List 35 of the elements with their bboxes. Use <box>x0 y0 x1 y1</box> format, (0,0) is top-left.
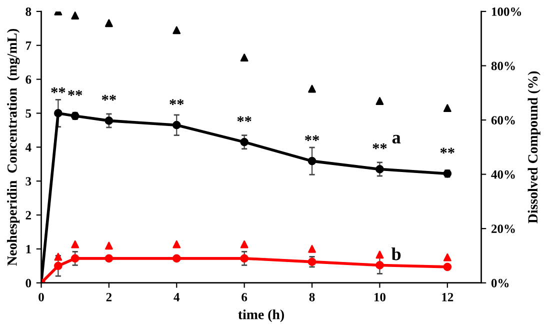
y-tick-label: 6 <box>26 75 32 84</box>
x-axis-title: time (h) <box>238 309 284 322</box>
x-tick-label: 0 <box>38 292 44 302</box>
annotation: ** <box>170 99 184 106</box>
y-tick-label: 2 <box>26 211 31 220</box>
annotation: ** <box>102 94 116 101</box>
y2-tick-label: 100% <box>492 7 522 16</box>
y-tick-label: 7 <box>26 42 32 50</box>
x-tick-label: 2 <box>106 292 112 302</box>
y-tick-label: 1 <box>26 245 31 254</box>
x-tick-label: 10 <box>374 292 386 302</box>
annotation: ** <box>372 143 387 150</box>
x-tick-label: 4 <box>174 293 180 302</box>
y-tick-label: 8 <box>26 7 32 16</box>
annotation: ** <box>440 148 454 154</box>
y2-tick-label: 0% <box>491 278 509 288</box>
y2-axis-title: Dissolved Compound (%) <box>528 71 540 224</box>
annotation: b <box>392 248 401 260</box>
y-tick-label: 0 <box>26 278 32 288</box>
annotation: ** <box>51 87 66 94</box>
y-tick-label: 3 <box>26 177 32 186</box>
y2-tick-label: 40% <box>491 170 515 179</box>
y2-tick-label: 20% <box>492 224 515 234</box>
y2-tick-label: 60% <box>491 116 515 125</box>
annotation: a <box>392 134 401 144</box>
x-tick-label: 12 <box>442 292 454 302</box>
y2-tick-label: 80% <box>491 62 515 70</box>
y-tick-label: 5 <box>26 109 32 118</box>
annotation: ** <box>68 90 82 96</box>
y-tick-label: 4 <box>25 143 32 152</box>
x-tick-label: 8 <box>309 292 315 302</box>
x-tick-label: 6 <box>242 292 248 302</box>
y-axis-title: Neohesperidin Concentration (mg/mL) <box>7 28 20 266</box>
annotation: ** <box>305 135 320 141</box>
annotation: ** <box>237 116 252 122</box>
